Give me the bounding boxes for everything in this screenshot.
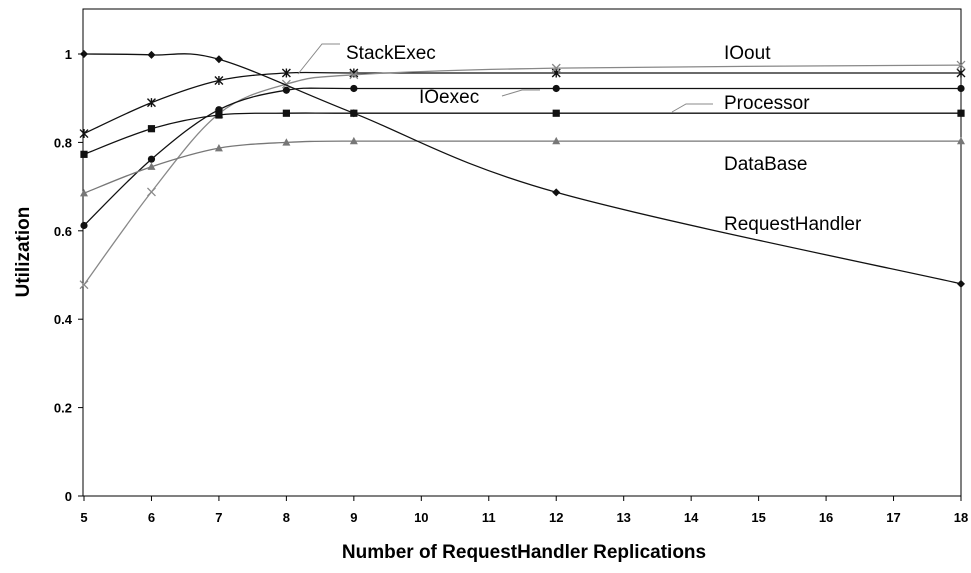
- x-tick-label: 14: [684, 510, 699, 525]
- processor-marker: [552, 109, 560, 117]
- series-label-database: DataBase: [724, 154, 807, 175]
- ioout-marker: [79, 129, 89, 139]
- series-database: [80, 136, 965, 197]
- y-axis-title: Utilization: [13, 207, 34, 298]
- processor-marker: [215, 111, 223, 119]
- stackexec-marker: [551, 63, 561, 73]
- x-tick-label: 18: [954, 510, 968, 525]
- ioexec-marker: [957, 84, 965, 93]
- y-tick-label: 0.6: [54, 224, 72, 239]
- ioout-marker: [956, 68, 966, 78]
- x-tick-label: 5: [80, 510, 87, 525]
- database-marker: [147, 162, 156, 170]
- requesthandler-marker: [957, 279, 965, 288]
- database-marker: [214, 143, 223, 152]
- series-line-ioexec: [83, 87, 961, 226]
- x-tick-label: 12: [549, 510, 563, 525]
- database-marker: [552, 136, 561, 145]
- processor-marker: [147, 125, 156, 133]
- series-line-database: [83, 140, 961, 194]
- series-label-processor: Processor: [724, 93, 810, 114]
- processor-marker: [80, 150, 88, 158]
- y-tick-label: 0.8: [54, 135, 72, 150]
- stackexec-leader: [297, 43, 340, 75]
- ioexec-marker: [147, 155, 156, 163]
- requesthandler-marker: [552, 188, 561, 197]
- series-line-ioout: [83, 71, 961, 135]
- ioexec-marker: [282, 86, 290, 94]
- y-tick-label: 0.4: [54, 312, 73, 327]
- y-tick-label: 1: [65, 47, 72, 62]
- series-ioout: [79, 68, 966, 139]
- ioexec-leader: [501, 89, 540, 97]
- x-tick-label: 11: [482, 510, 496, 525]
- requesthandler-marker: [214, 55, 223, 64]
- x-tick-label: 9: [350, 510, 357, 525]
- series-line-processor: [83, 112, 961, 155]
- series-label-ioexec: IOexec: [419, 87, 479, 108]
- x-tick-label: 10: [414, 510, 428, 525]
- series-label-requesthandler: RequestHandler: [724, 214, 862, 235]
- label-leader-lines: [297, 43, 713, 113]
- y-tick-label: 0: [65, 489, 72, 504]
- y-tick-label: 0.2: [54, 401, 72, 416]
- series-line-requesthandler: [83, 53, 962, 285]
- database-marker: [282, 138, 291, 146]
- x-tick-label: 7: [215, 510, 222, 525]
- ioexec-marker: [350, 84, 358, 93]
- x-tick-label: 13: [616, 510, 630, 525]
- x-tick-label: 15: [751, 510, 765, 525]
- ioout-marker: [214, 76, 224, 86]
- x-axis-title: Number of RequestHandler Replications: [342, 542, 706, 563]
- requesthandler-marker: [80, 50, 88, 58]
- processor-marker: [282, 109, 290, 117]
- database-marker: [349, 136, 358, 145]
- ioout-marker: [146, 98, 156, 108]
- series-requesthandler: [80, 50, 965, 288]
- x-tick-label: 8: [283, 510, 290, 525]
- axis-ticks: 00.20.40.60.815 6 7 8 9 10 11 12 13 14 15 16 17 18: [54, 47, 968, 525]
- series-line-stackexec: [83, 64, 962, 286]
- processor-leader: [671, 103, 713, 113]
- series-label-stackexec: StackExec: [346, 43, 436, 64]
- series-stackexec: [79, 60, 966, 290]
- series-label-ioout: IOout: [724, 43, 771, 64]
- ioout-marker: [281, 68, 291, 78]
- stackexec-marker: [147, 187, 156, 197]
- stackexec-marker: [956, 60, 966, 70]
- stackexec-marker: [349, 70, 359, 80]
- ioexec-marker: [80, 221, 88, 230]
- ioexec-marker: [552, 84, 560, 93]
- database-marker: [80, 189, 88, 197]
- ioout-marker: [349, 68, 359, 78]
- processor-marker: [957, 109, 965, 117]
- x-tick-label: 17: [886, 510, 900, 525]
- x-tick-label: 16: [819, 510, 833, 525]
- requesthandler-marker: [147, 50, 156, 59]
- database-marker: [957, 136, 965, 145]
- stackexec-marker: [79, 280, 89, 290]
- x-tick-label: 6: [148, 510, 155, 525]
- series-layer: [79, 50, 966, 290]
- requesthandler-marker: [349, 109, 358, 118]
